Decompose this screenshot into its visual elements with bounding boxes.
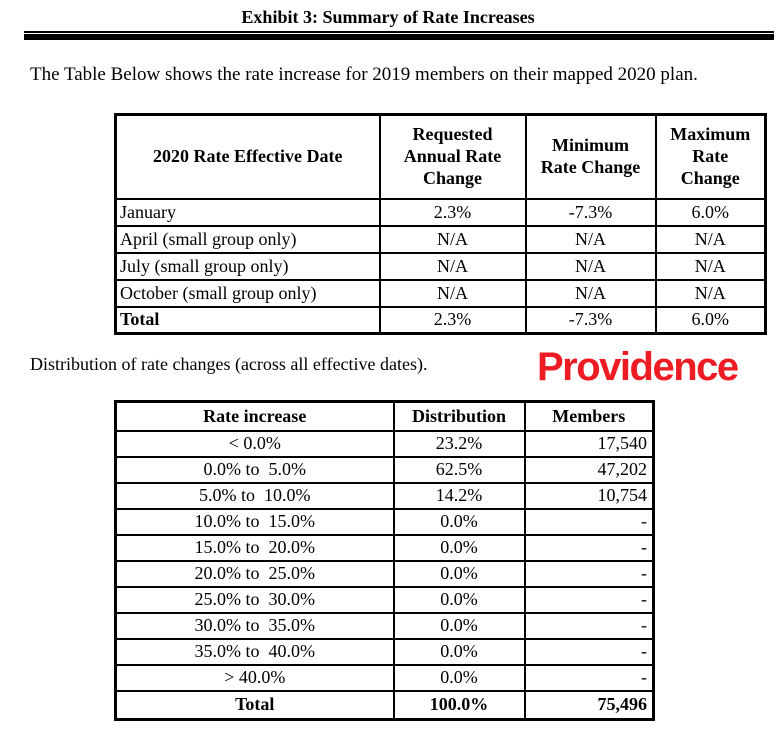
cell-rate-range: 10.0% to 15.0% [114,507,395,536]
cell-rate-range: Total [114,689,395,721]
cell-minimum-change: N/A [524,278,657,308]
distribution-table-row: 35.0% to 40.0% 0.0% - [114,637,655,666]
header-distribution: Distribution [392,400,526,432]
cell-rate-range: 5.0% to 10.0% [114,481,395,510]
rate-table-total-row: Total 2.3% -7.3% 6.0% [114,305,767,335]
cell-distribution: 14.2% [392,481,526,510]
cell-members: 10,754 [523,481,655,510]
distribution-table-row: 0.0% to 5.0% 62.5% 47,202 [114,455,655,484]
cell-rate-range: 15.0% to 20.0% [114,533,395,562]
cell-rate-range: 35.0% to 40.0% [114,637,395,666]
header-minimum-rate-change: Minimum Rate Change [524,113,657,200]
header-maximum-rate-change: Maximum Rate Change [654,113,767,200]
rate-table-header-row: 2020 Rate Effective Date Requested Annua… [114,113,767,200]
cell-effective-date: July (small group only) [114,251,381,281]
rate-table-row: July (small group only) N/A N/A N/A [114,251,767,281]
cell-requested-change: 2.3% [378,197,527,227]
cell-requested-change: N/A [378,278,527,308]
cell-minimum-change: N/A [524,251,657,281]
cell-requested-change: N/A [378,224,527,254]
cell-rate-range: 25.0% to 30.0% [114,585,395,614]
cell-maximum-change: 6.0% [654,305,767,335]
cell-maximum-change: 6.0% [654,197,767,227]
cell-distribution: 0.0% [392,663,526,692]
cell-members: - [523,533,655,562]
cell-distribution: 0.0% [392,507,526,536]
cell-members: - [523,507,655,536]
cell-effective-date: January [114,197,381,227]
cell-distribution: 0.0% [392,559,526,588]
cell-requested-change: 2.3% [378,305,527,335]
cell-rate-range: 20.0% to 25.0% [114,559,395,588]
cell-effective-date: April (small group only) [114,224,381,254]
cell-members: - [523,611,655,640]
distribution-table-header-row: Rate increase Distribution Members [114,400,655,432]
rate-increase-summary-table: 2020 Rate Effective Date Requested Annua… [114,113,767,335]
cell-distribution: 62.5% [392,455,526,484]
header-effective-date: 2020 Rate Effective Date [114,113,381,200]
cell-members: - [523,559,655,588]
header-rate-increase: Rate increase [114,400,395,432]
cell-distribution: 0.0% [392,637,526,666]
distribution-table-row: 5.0% to 10.0% 14.2% 10,754 [114,481,655,510]
cell-minimum-change: -7.3% [524,197,657,227]
rate-table-row: October (small group only) N/A N/A N/A [114,278,767,308]
cell-distribution: 0.0% [392,611,526,640]
distribution-table-row: > 40.0% 0.0% - [114,663,655,692]
distribution-table-total-row: Total 100.0% 75,496 [114,689,655,721]
cell-minimum-change: -7.3% [524,305,657,335]
cell-rate-range: > 40.0% [114,663,395,692]
cell-rate-range: 30.0% to 35.0% [114,611,395,640]
distribution-table: Rate increase Distribution Members < 0.0… [114,400,655,721]
distribution-table-row: 20.0% to 25.0% 0.0% - [114,559,655,588]
cell-distribution: 0.0% [392,585,526,614]
cell-minimum-change: N/A [524,224,657,254]
title-rule [24,31,774,40]
cell-distribution: 100.0% [392,689,526,721]
cell-members: - [523,663,655,692]
cell-members: 75,496 [523,689,655,721]
distribution-table-row: 30.0% to 35.0% 0.0% - [114,611,655,640]
cell-maximum-change: N/A [654,251,767,281]
intro-text: The Table Below shows the rate increase … [30,64,698,85]
distribution-table-row: 25.0% to 30.0% 0.0% - [114,585,655,614]
rate-table-row: January 2.3% -7.3% 6.0% [114,197,767,227]
distribution-caption: Distribution of rate changes (across all… [30,354,428,374]
cell-effective-date: October (small group only) [114,278,381,308]
cell-members: 47,202 [523,455,655,484]
title-rule-thick [24,34,774,40]
cell-maximum-change: N/A [654,224,767,254]
cell-members: - [523,585,655,614]
page-title: Exhibit 3: Summary of Rate Increases [241,7,535,27]
cell-rate-range: < 0.0% [114,429,395,458]
header-requested-annual-rate-change: Requested Annual Rate Change [378,113,527,200]
rate-table-row: April (small group only) N/A N/A N/A [114,224,767,254]
cell-members: 17,540 [523,429,655,458]
cell-effective-date: Total [114,305,381,335]
distribution-table-row: 15.0% to 20.0% 0.0% - [114,533,655,562]
cell-requested-change: N/A [378,251,527,281]
header-members: Members [523,400,655,432]
cell-maximum-change: N/A [654,278,767,308]
cell-distribution: 23.2% [392,429,526,458]
cell-distribution: 0.0% [392,533,526,562]
distribution-table-row: < 0.0% 23.2% 17,540 [114,429,655,458]
cell-members: - [523,637,655,666]
title-rule-thin [24,31,774,33]
cell-rate-range: 0.0% to 5.0% [114,455,395,484]
distribution-table-row: 10.0% to 15.0% 0.0% - [114,507,655,536]
providence-logo: Providence [537,345,739,389]
